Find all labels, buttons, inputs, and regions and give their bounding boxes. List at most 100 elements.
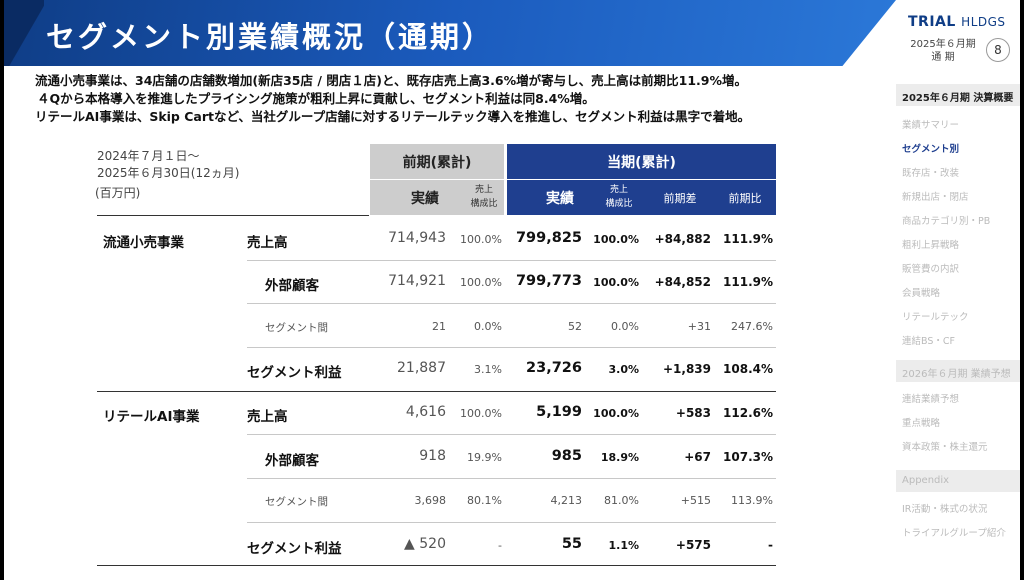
current-ratio: 81.0% [604,494,639,507]
row-divider [247,478,776,479]
prev-ratio: 19.9% [467,451,502,464]
sidebar-item-retail-tech[interactable]: リテールテック [902,312,969,323]
yoy-ratio: - [768,538,773,552]
diff-header: 前期差 [663,192,697,205]
yoy-difference: +515 [680,494,711,507]
current-period-title: 当期(累計) [607,155,676,171]
current-ratio: 3.0% [608,363,639,376]
header-separator [370,179,504,180]
row-divider [247,303,776,304]
sidebar-section-appendix[interactable]: Appendix [896,470,1020,492]
row-label: セグメント利益 [247,541,342,557]
prev-value: 4,616 [405,404,446,420]
prev-value: 918 [419,448,446,464]
prev-ratio: 3.1% [474,363,502,376]
prev-period-title: 前期(累計) [402,155,472,171]
sidebar-item-capital-policy[interactable]: 資本政策・株主還元 [902,442,988,453]
yoy-difference: +575 [675,538,711,552]
prev-value: 714,943 [388,230,446,246]
prev-ratio: 80.1% [467,494,502,507]
row-divider [247,347,776,348]
row-label: セグメント利益 [247,365,342,381]
current-value: 799,773 [515,273,582,289]
sidebar-item-gross-margin[interactable]: 粗利上昇戦略 [902,240,960,251]
table-unit: (百万円) [95,186,141,200]
yoy-ratio: 107.3% [723,450,773,464]
segment-name: 流通小売事業 [103,235,184,251]
logo-sub-text: HLDGS [961,15,1006,29]
sidebar-item-forecast[interactable]: 連結業績予想 [902,394,960,405]
period-label-line1: 2025年６月期 [910,39,976,50]
row-divider [247,434,776,435]
summary-text: 流通小売事業は、34店舗の店舗数増加(新店35店 / 閉店１店)と、既存店売上高… [35,72,885,126]
table-period-start: 2024年７月１日～ [97,149,200,163]
segment-name: リテールAI事業 [103,409,200,425]
prev-actual-header: 実績 [411,191,439,207]
yoy-ratio: 113.9% [731,494,773,507]
header-separator [507,179,776,180]
current-value: 4,213 [550,494,583,507]
yoy-difference: +583 [675,406,711,420]
table-period-end: 2025年６月30日(12ヵ月) [97,166,240,180]
prev-value: 714,921 [388,273,446,289]
sidebar-section-results[interactable]: 2025年６月期 決算概要 [896,84,1020,106]
yoy-ratio: 111.9% [723,275,773,289]
prev-ratio: - [498,539,502,552]
current-value: 985 [551,448,582,464]
yoy-ratio: 108.4% [723,362,773,376]
current-value: 799,825 [515,230,582,246]
sidebar-nav: 2025年６月期 決算概要 業績サマリー セグメント別 既存店・改装 新規出店・… [896,84,1020,546]
yoy-difference: +84,852 [654,275,711,289]
row-label: 売上高 [247,235,288,251]
sidebar-item-bs-cf[interactable]: 連結BS・CF [902,336,955,347]
sidebar-section-forecast[interactable]: 2026年６月期 業績予想 [896,360,1020,382]
sidebar-item-categories[interactable]: 商品カテゴリ別・PB [902,216,991,227]
row-divider [247,260,776,261]
sidebar-item-ir[interactable]: IR活動・株式の状況 [902,504,988,515]
current-ratio: 1.1% [608,539,639,552]
right-border [1020,0,1024,580]
row-label: セグメント間 [265,322,328,334]
sidebar-item-segment[interactable]: セグメント別 [902,144,960,155]
yoy-difference: +31 [687,320,711,333]
sidebar-item-membership[interactable]: 会員戦略 [902,288,941,299]
summary-line: 流通小売事業は、34店舗の店舗数増加(新店35店 / 閉店１店)と、既存店売上高… [35,73,748,88]
prev-ratio: 100.0% [460,276,502,289]
period-label: 2025年６月期 通 期 [907,38,979,64]
table-bottom-border [97,565,776,566]
current-ratio: 18.9% [600,451,639,464]
prev-ratio-header: 売上 構成比 [470,185,498,209]
sidebar-item-group-intro[interactable]: トライアルグループ紹介 [902,528,1006,539]
current-value: 5,199 [536,404,582,420]
yoy-ratio: 112.6% [723,406,773,420]
row-divider [247,522,776,523]
yoy-ratio: 111.9% [723,232,773,246]
yoy-header: 前期比 [728,192,762,205]
current-value: 55 [561,536,582,552]
current-ratio: 100.0% [593,276,639,289]
sidebar-item-summary[interactable]: 業績サマリー [902,120,960,131]
row-label: 外部顧客 [265,453,319,469]
page-number: 8 [986,38,1010,62]
sidebar-item-existing-stores[interactable]: 既存店・改装 [902,168,960,179]
prev-value: 21 [432,320,446,333]
period-label-line2: 通 期 [931,52,955,63]
logo-main-text: TRIAL [908,14,956,30]
row-label: セグメント間 [265,496,328,508]
row-label: 売上高 [247,409,288,425]
yoy-difference: +1,839 [662,362,711,376]
header-divider [97,215,369,216]
sidebar-item-new-stores[interactable]: 新規出店・閉店 [902,192,969,203]
current-ratio: 100.0% [593,407,639,420]
sidebar-item-sga[interactable]: 販管費の内訳 [902,264,960,275]
sidebar-item-strategy[interactable]: 重点戦略 [902,418,941,429]
yoy-difference: +84,882 [654,232,711,246]
prev-value: 21,887 [397,360,446,376]
yoy-ratio: 247.6% [731,320,773,333]
page-title: セグメント別業績概況（通期） [46,20,495,54]
current-ratio: 0.0% [611,320,639,333]
prev-ratio: 100.0% [460,407,502,420]
table-period-block: 2024年７月１日～ 2025年６月30日(12ヵ月) (百万円) [95,148,240,202]
prev-value: ▲ 520 [404,536,446,552]
